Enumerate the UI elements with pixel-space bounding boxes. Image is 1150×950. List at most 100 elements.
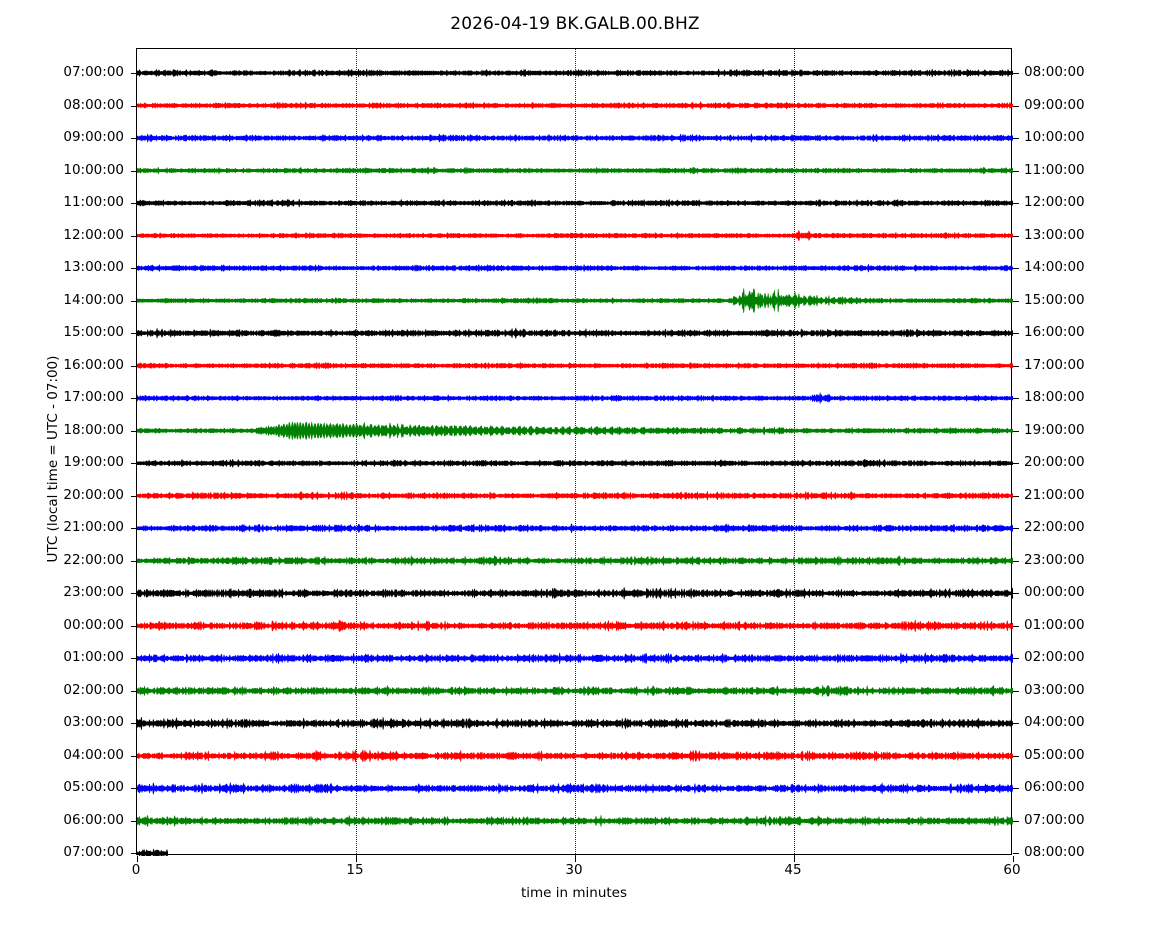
y-tick-mark-right xyxy=(1013,560,1019,562)
x-tick-label: 15 xyxy=(346,862,364,878)
grid-line xyxy=(575,49,576,856)
y-tick-label-right: 06:00:00 xyxy=(1024,779,1085,796)
y-tick-label-right: 08:00:00 xyxy=(1024,64,1085,80)
y-tick-label-right: 18:00:00 xyxy=(1024,389,1085,406)
x-tick-mark xyxy=(137,856,138,862)
y-tick-label-left: 21:00:00 xyxy=(63,519,124,536)
y-tick-mark-right xyxy=(1013,723,1019,725)
y-tick-label-left: 15:00:00 xyxy=(63,324,124,341)
y-tick-label-left: 23:00:00 xyxy=(63,584,124,601)
y-tick-mark-right xyxy=(1013,625,1019,627)
y-tick-mark-left xyxy=(131,625,137,627)
y-tick-mark-right xyxy=(1013,333,1019,335)
y-tick-mark-right xyxy=(1013,495,1019,497)
y-tick-label-right: 11:00:00 xyxy=(1024,161,1085,178)
x-tick-label: 30 xyxy=(565,862,583,878)
y-tick-label-right: 10:00:00 xyxy=(1024,129,1085,146)
y-tick-mark-left xyxy=(131,138,137,140)
y-tick-mark-right xyxy=(1013,690,1019,692)
x-tick-label: 45 xyxy=(784,862,802,878)
y-tick-label-left: 04:00:00 xyxy=(63,746,124,763)
y-tick-mark-right xyxy=(1013,658,1019,660)
y-tick-label-left: 22:00:00 xyxy=(63,551,124,568)
y-tick-mark-right xyxy=(1013,528,1019,530)
y-tick-mark-right xyxy=(1013,788,1019,790)
y-tick-mark-left xyxy=(131,203,137,205)
y-tick-label-right: 12:00:00 xyxy=(1024,194,1085,211)
grid-line xyxy=(356,49,357,856)
y-tick-label-left: 05:00:00 xyxy=(63,779,124,796)
y-tick-label-left: 12:00:00 xyxy=(63,226,124,243)
x-tick-mark xyxy=(356,856,357,862)
y-tick-mark-left xyxy=(131,333,137,335)
y-tick-mark-right xyxy=(1013,365,1019,367)
y-tick-label-left: 07:00:00 xyxy=(63,64,124,80)
y-tick-mark-left xyxy=(131,430,137,432)
y-tick-label-right: 03:00:00 xyxy=(1024,681,1085,698)
y-tick-label-left: 19:00:00 xyxy=(63,454,124,471)
y-tick-mark-right xyxy=(1013,755,1019,757)
y-tick-mark-right xyxy=(1013,820,1019,822)
y-tick-label-right: 07:00:00 xyxy=(1024,811,1085,828)
y-tick-label-left: 14:00:00 xyxy=(63,291,124,308)
y-tick-label-right: 14:00:00 xyxy=(1024,259,1085,276)
x-tick-label: 60 xyxy=(1003,862,1021,878)
y-tick-label-left: 09:00:00 xyxy=(63,129,124,146)
y-tick-label-left: 01:00:00 xyxy=(63,649,124,666)
y-tick-mark-left xyxy=(131,463,137,465)
x-tick-mark xyxy=(1013,856,1014,862)
y-tick-label-left: 17:00:00 xyxy=(63,389,124,406)
y-tick-mark-right xyxy=(1013,73,1019,74)
y-tick-mark-left xyxy=(131,723,137,725)
page-title: 2026-04-19 BK.GALB.00.BHZ xyxy=(450,14,700,34)
y-tick-label-right: 02:00:00 xyxy=(1024,649,1085,666)
y-tick-label-right: 17:00:00 xyxy=(1024,356,1085,373)
y-tick-mark-right xyxy=(1013,268,1019,270)
y-tick-mark-left xyxy=(131,398,137,400)
y-tick-mark-right xyxy=(1013,398,1019,400)
y-tick-mark-left xyxy=(131,73,137,74)
y-tick-label-left: 20:00:00 xyxy=(63,486,124,503)
y-tick-mark-left xyxy=(131,690,137,692)
y-tick-mark-right xyxy=(1013,105,1019,107)
plot-area xyxy=(131,48,1019,862)
y-tick-label-right: 09:00:00 xyxy=(1024,96,1085,113)
y-tick-mark-left xyxy=(131,105,137,107)
y-tick-label-left: 00:00:00 xyxy=(63,616,124,633)
y-tick-mark-left xyxy=(131,593,137,595)
y-tick-mark-right xyxy=(1013,430,1019,432)
y-tick-label-right: 20:00:00 xyxy=(1024,454,1085,471)
y-tick-mark-right xyxy=(1013,170,1019,172)
y-tick-label-left: 10:00:00 xyxy=(63,161,124,178)
y-tick-mark-right xyxy=(1013,203,1019,205)
y-tick-label-right: 05:00:00 xyxy=(1024,746,1085,763)
y-tick-mark-right xyxy=(1013,235,1019,237)
y-tick-mark-right xyxy=(1013,300,1019,302)
y-tick-label-left: 08:00:00 xyxy=(63,96,124,113)
y-tick-label-left: 06:00:00 xyxy=(63,811,124,828)
y-tick-mark-left xyxy=(131,235,137,237)
y-tick-mark-left xyxy=(131,853,137,855)
y-tick-label-right: 13:00:00 xyxy=(1024,226,1085,243)
y-tick-mark-left xyxy=(131,170,137,172)
y-tick-mark-left xyxy=(131,755,137,757)
y-tick-mark-left xyxy=(131,268,137,270)
y-tick-label-left: 13:00:00 xyxy=(63,259,124,276)
y-tick-label-right: 22:00:00 xyxy=(1024,519,1085,536)
y-tick-label-left: 02:00:00 xyxy=(63,681,124,698)
y-tick-label-left: 11:00:00 xyxy=(63,194,124,211)
y-tick-label-left: 16:00:00 xyxy=(63,356,124,373)
y-tick-label-right: 23:00:00 xyxy=(1024,551,1085,568)
grid-line xyxy=(794,49,795,856)
trace-row xyxy=(137,848,169,856)
y-tick-label-right: 00:00:00 xyxy=(1024,584,1085,601)
y-tick-label-right: 01:00:00 xyxy=(1024,616,1085,633)
y-tick-label-right: 19:00:00 xyxy=(1024,421,1085,438)
y-tick-mark-left xyxy=(131,495,137,497)
y-tick-label-right: 04:00:00 xyxy=(1024,714,1085,731)
y-tick-mark-left xyxy=(131,820,137,822)
y-tick-mark-right xyxy=(1013,593,1019,595)
x-tick-label: 0 xyxy=(131,862,141,878)
y-tick-label-left: 03:00:00 xyxy=(63,714,124,731)
